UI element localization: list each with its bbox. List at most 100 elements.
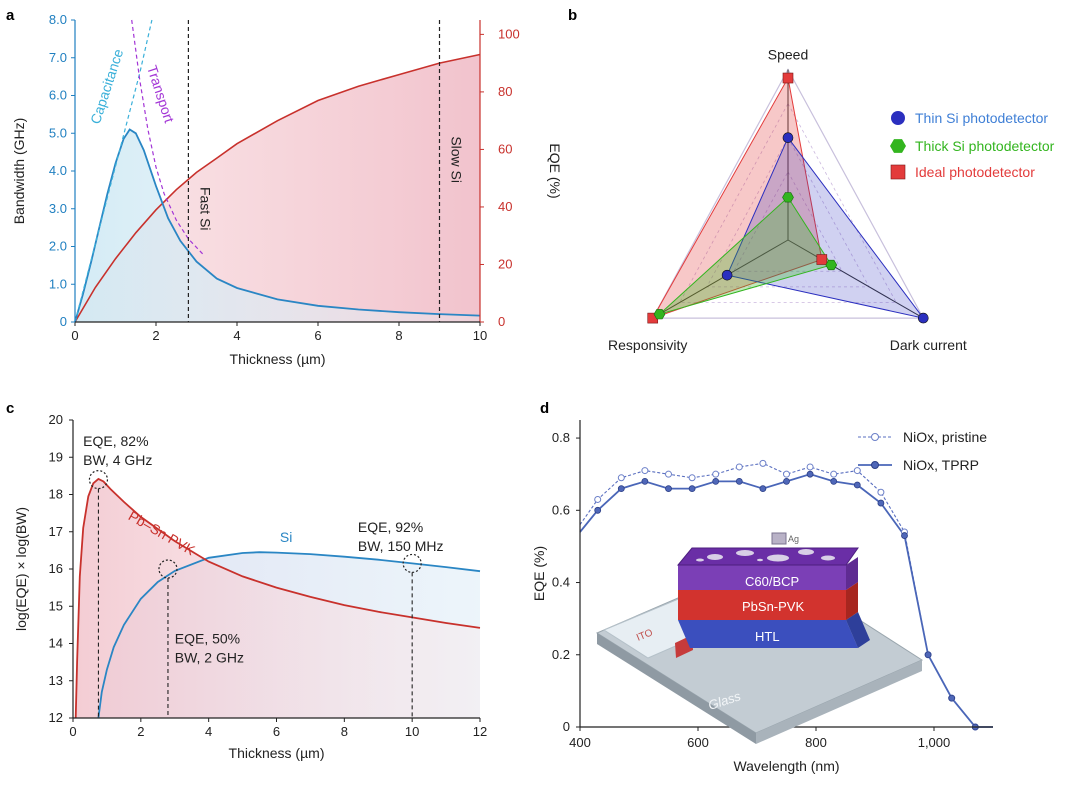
y-tick-label: 0.4 xyxy=(552,575,570,590)
highlight-circle xyxy=(402,553,422,574)
si-series-label: Si xyxy=(280,529,292,545)
panel-letter-d: d xyxy=(540,400,549,417)
y-tick-label: 20 xyxy=(49,412,63,427)
y-tick-label: 19 xyxy=(49,449,63,464)
x-tick-label: 10 xyxy=(405,724,419,739)
radar-outer-frame xyxy=(651,68,925,319)
x-axis-title: Thickness (µm) xyxy=(229,745,325,761)
htl-layer-side xyxy=(846,612,870,648)
electrode-dot xyxy=(757,558,763,562)
pristine-point xyxy=(830,470,838,478)
tprp-point xyxy=(806,470,814,478)
legend-pristine-label: NiOx, pristine xyxy=(903,429,987,445)
pristine-point xyxy=(735,463,743,471)
y-tick-label: 18 xyxy=(49,487,63,502)
annotation-label: Slow Si xyxy=(449,136,465,183)
x-tick-label: 12 xyxy=(473,724,487,739)
radar-axis-label: Dark current xyxy=(890,337,967,353)
x-axis-title: Wavelength (nm) xyxy=(733,758,839,774)
y-tick-label: 4.0 xyxy=(49,163,67,178)
tprp-point xyxy=(735,477,743,485)
pvk-label: PbSn-PVK xyxy=(742,599,804,614)
ideal-point xyxy=(816,254,828,265)
c60-layer-side xyxy=(846,557,858,590)
legend-label: Ideal photodetector xyxy=(915,164,1035,180)
radar-grid-ring xyxy=(706,136,870,288)
tprp-point xyxy=(830,477,838,485)
tprp-point xyxy=(924,651,932,659)
legend-tprp-marker xyxy=(871,461,879,469)
radar-series-polygon xyxy=(651,76,823,320)
tprp-point xyxy=(783,477,790,485)
glass-slab-side xyxy=(756,660,922,744)
electrode-dot xyxy=(707,554,723,560)
callout-text: BW, 4 GHz xyxy=(83,452,152,468)
thick-si-point xyxy=(825,259,838,271)
tprp-point xyxy=(759,485,767,493)
capacitance-limit-line xyxy=(74,19,153,323)
y-tick-label: 14 xyxy=(49,636,63,651)
pbsn-line xyxy=(74,477,481,719)
panel-c: c 0 2 4 6 8 10 12 12 13 14 15 16 17 18 19 20 Thickness (… xyxy=(6,400,487,761)
callout-text: EQE, 92% xyxy=(358,519,423,535)
x-tick-label: 8 xyxy=(341,724,348,739)
x-tick-label: 2 xyxy=(152,328,159,343)
thick-si-point xyxy=(653,309,666,320)
y2-tick-label: 60 xyxy=(498,141,512,156)
tprp-point xyxy=(948,694,956,702)
callout-text: BW, 150 MHz xyxy=(358,538,444,554)
y-tick-label: 5.0 xyxy=(49,125,67,140)
legend-label: Thin Si photodetector xyxy=(915,110,1048,126)
pristine-point xyxy=(594,495,602,503)
x-tick-label: 400 xyxy=(569,735,591,750)
x-tick-label: 8 xyxy=(395,328,402,343)
pristine-point xyxy=(641,467,649,475)
legend-marker-thin xyxy=(891,111,905,125)
x-tick-label: 4 xyxy=(205,724,212,739)
y-tick-label: 15 xyxy=(49,598,63,613)
legend-marker-thick xyxy=(890,139,906,153)
pristine-point xyxy=(877,488,885,496)
electrode-dot xyxy=(767,554,789,562)
y2-tick-label: 80 xyxy=(498,84,512,99)
highlight-circle xyxy=(88,470,109,490)
y-tick-label: 7.0 xyxy=(49,50,67,65)
radar-axis-line xyxy=(652,239,789,319)
pristine-point xyxy=(759,459,767,467)
electrode-dot xyxy=(736,550,754,556)
x-tick-label: 10 xyxy=(473,328,487,343)
radar-axis-line xyxy=(787,239,924,319)
pristine-point xyxy=(853,467,861,475)
y-tick-label: 12 xyxy=(49,710,63,725)
electrode-dot xyxy=(821,555,835,561)
x-tick-label: 6 xyxy=(314,328,321,343)
x-tick-label: 0 xyxy=(71,328,78,343)
electrode-dot xyxy=(798,549,814,555)
eqe-line xyxy=(74,53,481,323)
x-tick-label: 6 xyxy=(273,724,280,739)
tprp-point xyxy=(853,481,861,489)
y-tick-label: 0 xyxy=(563,719,570,734)
device-stack-illustration: ITO ITO Glass HTL PbSn-PVK C60/BCP Ag xyxy=(595,532,924,744)
radar-series-polygon xyxy=(726,136,925,319)
y-axis-title: Bandwidth (GHz) xyxy=(11,118,27,225)
y-tick-label: 3.0 xyxy=(49,201,67,216)
thin-si-point xyxy=(782,132,794,143)
tprp-point xyxy=(688,485,696,493)
annotation-label: Fast Si xyxy=(198,187,214,231)
y-tick-label: 6.0 xyxy=(49,88,67,103)
x-axis-title: Thickness (µm) xyxy=(230,351,326,367)
annotation-label: Capacitance xyxy=(87,47,126,126)
pvk-layer-front xyxy=(678,590,846,620)
legend-tprp-label: NiOx, TPRP xyxy=(903,457,979,473)
y-tick-label: 13 xyxy=(49,673,63,688)
radar-series-polygon xyxy=(659,196,833,315)
electrode-dot xyxy=(696,558,704,562)
y-tick-label: 8.0 xyxy=(49,12,67,27)
callout-text: BW, 2 GHz xyxy=(175,650,244,666)
radar-axis-label: Responsivity xyxy=(608,337,687,353)
legend-label: Thick Si photodetector xyxy=(915,138,1055,154)
y-tick-label: 1.0 xyxy=(49,276,67,291)
y2-tick-label: 100 xyxy=(498,26,520,41)
